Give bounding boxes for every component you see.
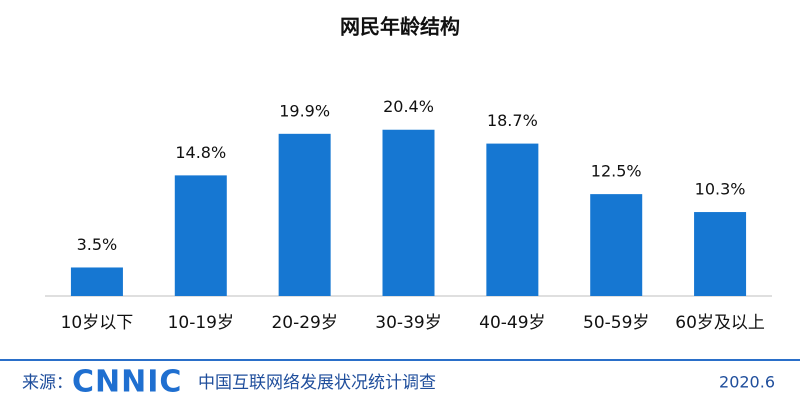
value-label: 18.7% <box>487 111 538 130</box>
x-tick-label: 10-19岁 <box>168 313 234 333</box>
x-tick-label: 10岁以下 <box>61 313 134 333</box>
logo: CNNIC <box>72 365 182 400</box>
bar <box>486 143 539 296</box>
bar <box>590 194 643 296</box>
bar <box>70 267 123 296</box>
value-label: 10.3% <box>695 180 746 199</box>
source-text: 中国互联网络发展状况统计调查 <box>198 373 436 393</box>
source-label: 来源： <box>22 373 73 393</box>
bar <box>382 129 435 296</box>
x-tick-label: 20-29岁 <box>271 313 337 333</box>
chart-title: 网民年龄结构 <box>340 15 460 39</box>
date: 2020.6 <box>719 373 775 392</box>
value-label: 3.5% <box>77 235 118 254</box>
value-label: 12.5% <box>591 162 642 181</box>
bar <box>278 133 331 296</box>
bar <box>174 175 227 296</box>
value-label: 19.9% <box>279 101 330 120</box>
x-tick-label: 30-39岁 <box>375 313 441 333</box>
x-tick-label: 50-59岁 <box>583 313 649 333</box>
x-tick-label: 40-49岁 <box>479 313 545 333</box>
x-tick-label: 60岁及以上 <box>675 313 765 333</box>
value-label: 20.4% <box>383 97 434 116</box>
bar <box>694 212 747 296</box>
value-label: 14.8% <box>175 143 226 162</box>
